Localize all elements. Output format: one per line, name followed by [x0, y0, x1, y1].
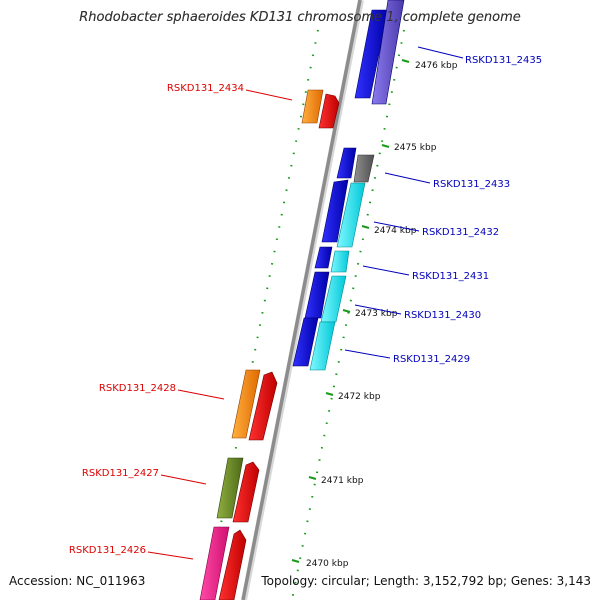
map-title: Rhodobacter sphaeroides KD131 chromosome…	[79, 10, 521, 25]
leader-line-2427	[160, 474, 207, 485]
leader-line-2433	[384, 172, 431, 184]
leader-line-2431	[362, 265, 410, 276]
leader-line-2435	[417, 46, 464, 59]
gene-rskd131-2428-arrow[interactable]	[231, 369, 278, 441]
gene-rskd131-2435-arrow[interactable]	[354, 0, 405, 105]
tick-label-2470: 2470 kbp	[306, 559, 349, 569]
gene-label-rskd131-2432[interactable]: RSKD131_2432	[422, 227, 499, 238]
leader-line-2426	[147, 551, 194, 560]
leader-line-2429	[344, 349, 391, 359]
tick-mark	[381, 144, 390, 148]
tick-label-2476: 2476 kbp	[415, 61, 458, 71]
tick-label-2475: 2475 kbp	[394, 143, 437, 153]
map-title: Rhodobacter sphaeroides KD131 chromosome…	[79, 10, 521, 25]
tick-mark	[342, 309, 351, 313]
gene-rskd131-2431-arrow[interactable]	[314, 246, 350, 273]
tick-mark	[308, 476, 317, 480]
gene-label-rskd131-2426[interactable]: RSKD131_2426	[69, 545, 146, 556]
leader-line-2428	[177, 389, 225, 400]
gene-label-rskd131-2429[interactable]: RSKD131_2429	[393, 354, 470, 365]
leader-line-2434	[245, 89, 293, 101]
tick-mark	[361, 225, 370, 229]
genome-summary-text: Topology: circular; Length: 3,152,792 bp…	[261, 574, 591, 588]
leader-line-2430	[354, 304, 402, 315]
gene-rskd131-2426-arrow[interactable]	[199, 526, 247, 600]
tick-label-2474: 2474 kbp	[374, 226, 417, 236]
gene-rskd131-2427-arrow[interactable]	[216, 457, 260, 523]
gene-label-rskd131-2431[interactable]: RSKD131_2431	[412, 271, 489, 282]
gene-rskd131-2429-arrow[interactable]	[292, 317, 336, 371]
tick-mark	[325, 392, 334, 396]
tick-mark	[291, 559, 300, 563]
gene-label-rskd131-2427[interactable]: RSKD131_2427	[82, 468, 159, 479]
accession-text: Accession: NC_011963	[9, 574, 146, 588]
gene-rskd131-2433-arrow[interactable]	[336, 147, 375, 183]
gene-label-rskd131-2430[interactable]: RSKD131_2430	[404, 310, 481, 321]
gene-rskd131-2434-arrow[interactable]	[301, 89, 340, 129]
leader-line-2432	[373, 221, 420, 232]
gene-label-rskd131-2434[interactable]: RSKD131_2434	[167, 83, 244, 94]
tick-mark	[401, 59, 410, 63]
tick-label-2471: 2471 kbp	[321, 476, 364, 486]
gene-rskd131-2430-arrow[interactable]	[304, 271, 347, 323]
gene-label-rskd131-2433[interactable]: RSKD131_2433	[433, 179, 510, 190]
gene-label-rskd131-2435[interactable]: RSKD131_2435	[465, 55, 542, 66]
gene-label-rskd131-2428[interactable]: RSKD131_2428	[99, 383, 176, 394]
tick-label-2472: 2472 kbp	[338, 392, 381, 402]
tick-label-2473: 2473 kbp	[355, 309, 398, 319]
backbone	[241, 0, 362, 600]
gene-rskd131-2432-arrow[interactable]	[321, 179, 366, 248]
